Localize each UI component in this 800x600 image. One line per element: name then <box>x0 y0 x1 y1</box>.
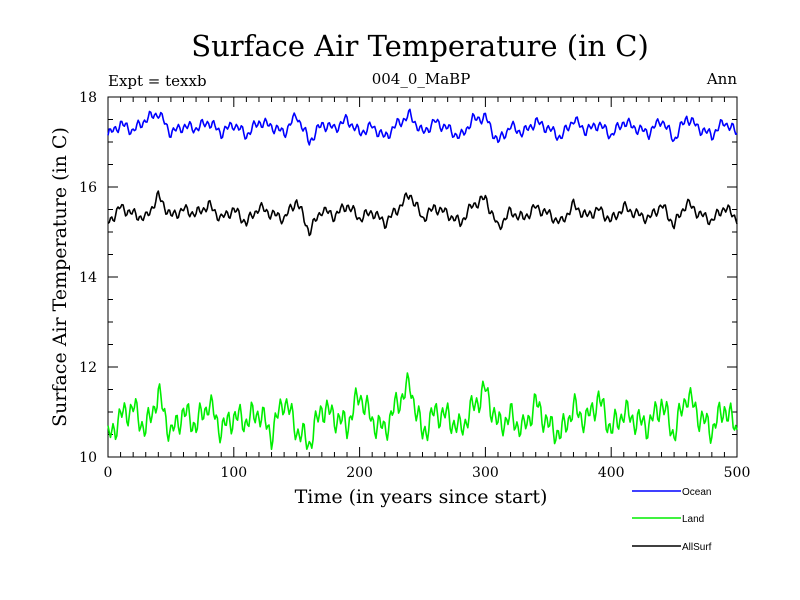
y-tick-label: 14 <box>79 270 97 286</box>
y-axis-label: Surface Air Temperature (in C) <box>49 127 71 427</box>
legend-label-allsurf: AllSurf <box>682 542 712 553</box>
x-axis-label: Time (in years since start) <box>295 486 548 508</box>
subtitle-center: 004_0_MaBP <box>372 70 471 88</box>
y-tick-label: 12 <box>79 360 97 376</box>
legend-label-land: Land <box>682 514 704 525</box>
series-layer <box>107 108 738 451</box>
x-tick-label: 500 <box>724 465 751 481</box>
x-tick-label: 100 <box>220 465 247 481</box>
axis-ticks: 0 100 200 300 400 500 10 12 14 16 18 <box>79 90 750 481</box>
y-tick-label: 10 <box>79 450 97 466</box>
series-line-land <box>107 372 738 451</box>
plot-frame <box>107 96 738 458</box>
subtitle-left: Expt = texxb <box>108 72 207 90</box>
legend-label-ocean: Ocean <box>682 487 711 498</box>
x-tick-label: 400 <box>598 465 625 481</box>
series-line-ocean <box>107 108 738 146</box>
x-tick-label: 300 <box>472 465 499 481</box>
subtitle-right: Ann <box>706 70 737 88</box>
y-tick-label: 16 <box>79 180 97 196</box>
series-line-allsurf <box>107 190 738 237</box>
y-tick-label: 18 <box>79 90 97 106</box>
chart-title: Surface Air Temperature (in C) <box>191 29 649 63</box>
x-tick-label: 0 <box>104 465 113 481</box>
x-tick-label: 200 <box>346 465 373 481</box>
legend: Ocean Land AllSurf <box>632 487 712 553</box>
